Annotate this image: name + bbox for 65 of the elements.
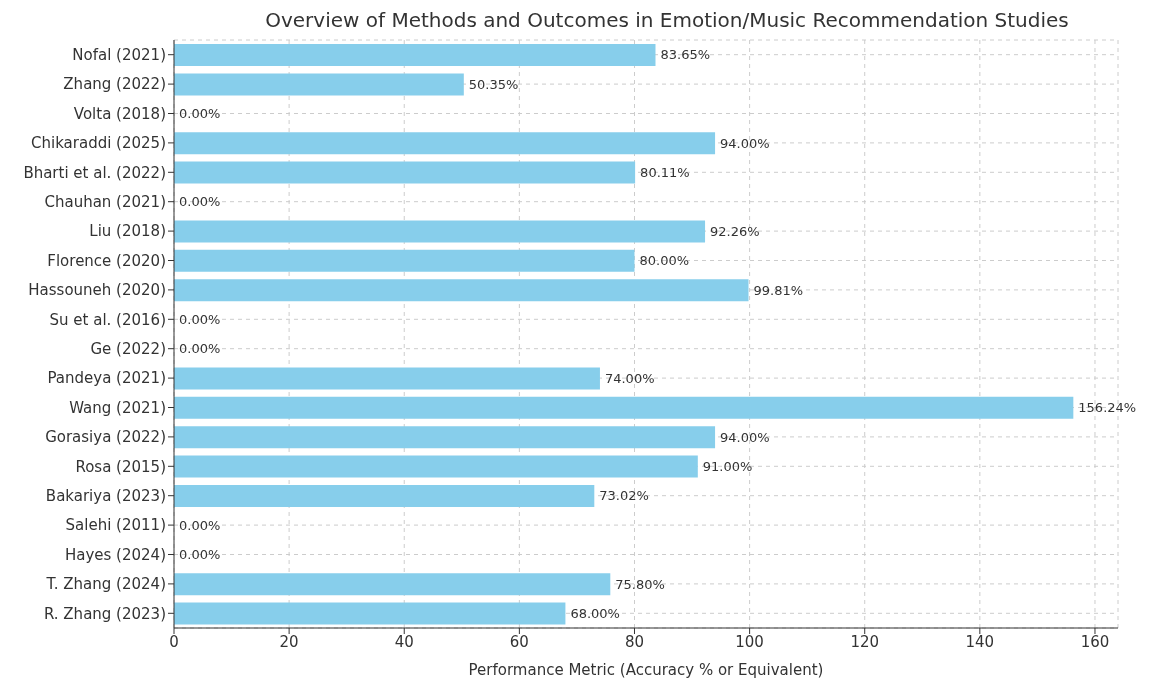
x-tick-label: 0 (169, 632, 179, 651)
y-tick-label: Bharti et al. (2022) (23, 163, 166, 182)
y-tick-label: Wang (2021) (69, 398, 166, 417)
chart-title: Overview of Methods and Outcomes in Emotion/Music Recommendation Studies (264, 8, 1070, 34)
y-tick-label: Zhang (2022) (63, 75, 166, 94)
x-tick-label: 160 (1080, 632, 1110, 651)
x-tick-label: 60 (509, 632, 529, 651)
data-label: 91.00% (702, 458, 753, 474)
bar (174, 485, 595, 507)
data-label: 75.80% (615, 576, 665, 592)
y-tick-label: Liu (2018) (89, 222, 166, 241)
bar (174, 161, 636, 184)
x-tick-label: 100 (735, 632, 764, 651)
x-tick-label: 20 (279, 632, 299, 651)
y-tick-label: Rosa (2015) (75, 457, 166, 476)
data-label: 80.11% (640, 164, 690, 180)
bar (174, 455, 698, 478)
bar (174, 44, 656, 66)
y-tick-label: Gorasiya (2022) (45, 428, 166, 447)
bar (174, 602, 566, 625)
data-label: 0.00% (179, 194, 221, 210)
data-label: 0.00% (179, 106, 221, 122)
y-tick-label: Hassouneh (2020) (28, 281, 166, 300)
data-label: 94.00% (720, 429, 770, 445)
y-tick-label: Salehi (2011) (65, 516, 166, 535)
x-tick-label: 40 (394, 632, 414, 651)
bar (174, 396, 1074, 419)
bar (174, 367, 600, 390)
y-tick-label: Bakariya (2023) (45, 487, 166, 506)
y-tick-label: Chikaraddi (2025) (31, 134, 166, 153)
x-tick-label: 80 (624, 632, 645, 651)
y-tick-label: Pandeya (2021) (47, 369, 166, 388)
bar (174, 132, 716, 155)
y-tick-label: Chauhan (2021) (44, 193, 166, 212)
y-tick-label: T. Zhang (2024) (45, 575, 166, 594)
data-label: 156.24% (1078, 400, 1137, 416)
data-label: 0.00% (179, 341, 221, 357)
data-label: 0.00% (179, 311, 221, 327)
y-tick-label: Ge (2022) (90, 340, 166, 359)
y-tick-label: Florence (2020) (47, 251, 166, 270)
data-label: 92.26% (710, 223, 760, 239)
data-label: 68.00% (570, 605, 620, 621)
x-tick-label: 140 (965, 632, 995, 651)
bar (174, 220, 706, 243)
bar (174, 426, 716, 449)
x-axis-title: Performance Metric (Accuracy % or Equivalent) (468, 661, 824, 679)
data-label: 94.00% (720, 135, 770, 151)
data-label: 0.00% (179, 547, 221, 563)
bar (174, 249, 635, 272)
y-tick-label: Volta (2018) (73, 104, 166, 123)
x-tick-label: 120 (850, 632, 880, 651)
y-tick-label: R. Zhang (2023) (43, 604, 166, 623)
data-label: 83.65% (660, 47, 711, 63)
bar (174, 73, 464, 96)
data-label: 80.00% (639, 253, 690, 269)
y-tick-label: Nofal (2021) (72, 46, 166, 65)
bar (174, 573, 611, 596)
y-tick-label: Su et al. (2016) (49, 310, 166, 329)
bar (174, 279, 749, 302)
data-label: 0.00% (179, 517, 221, 533)
data-label: 99.81% (753, 282, 804, 298)
data-label: 50.35% (468, 76, 519, 92)
data-label: 74.00% (604, 370, 655, 386)
data-label: 73.02% (599, 488, 649, 504)
y-tick-label: Hayes (2024) (64, 545, 166, 564)
